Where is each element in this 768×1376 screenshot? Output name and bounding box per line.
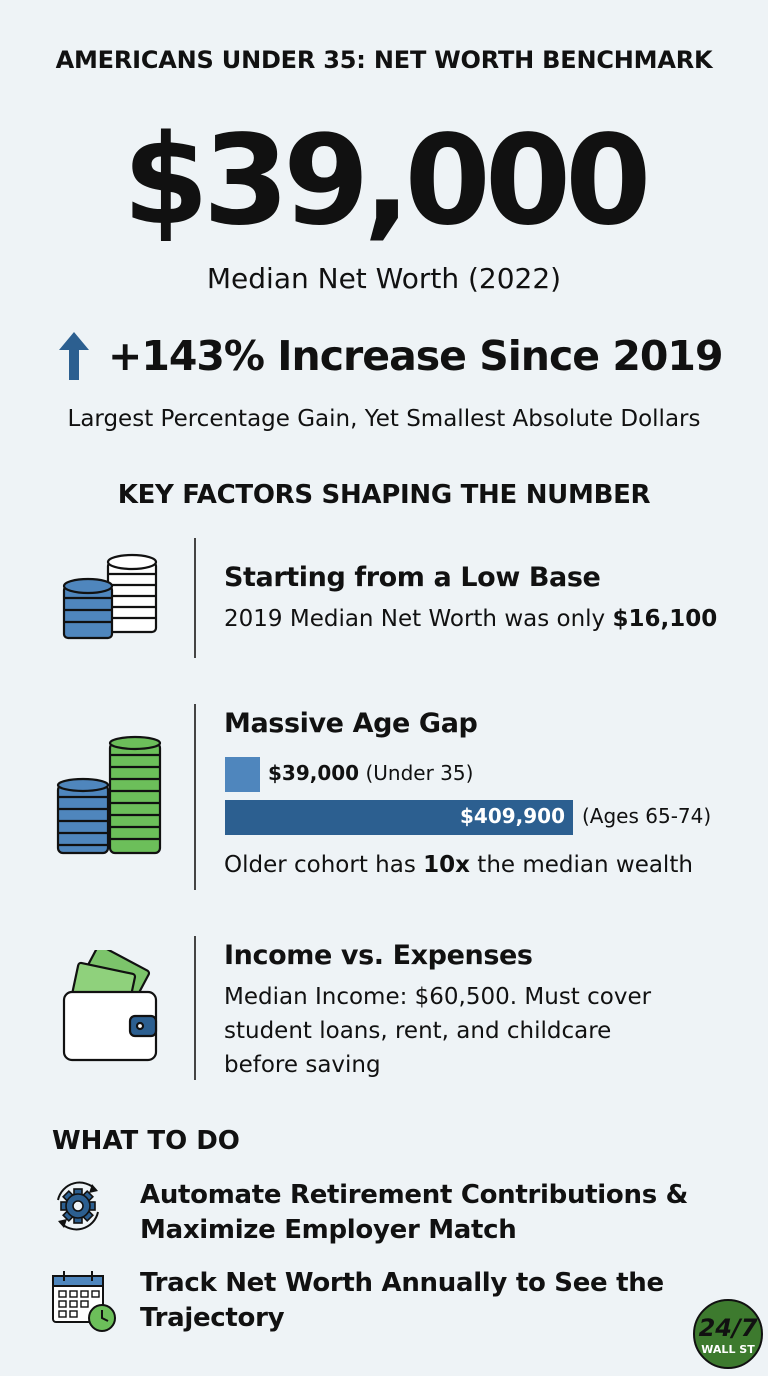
actions-heading: WHAT TO DO bbox=[52, 1126, 240, 1156]
tall-coin-stacks-icon bbox=[56, 735, 162, 855]
age-gap-note: Older cohort has 10x the median wealth bbox=[224, 848, 693, 883]
divider bbox=[194, 936, 196, 1080]
brand-logo: 24/7 WALL ST bbox=[693, 1299, 763, 1369]
logo-subtext: WALL ST bbox=[701, 1343, 755, 1356]
divider bbox=[194, 538, 196, 658]
bar-under-35 bbox=[225, 757, 260, 792]
gear-cycle-icon bbox=[57, 1181, 99, 1231]
income-line-2: student loans, rent, and childcare bbox=[224, 1018, 612, 1044]
bar-ages-65-74-value: $409,900 bbox=[459, 804, 565, 828]
action-automate-line-1: Automate Retirement Contributions & bbox=[140, 1180, 688, 1210]
income-line-1: Median Income: $60,500. Must cover bbox=[224, 984, 652, 1010]
note-suffix: the median wealth bbox=[469, 852, 693, 878]
tagline: Largest Percentage Gain, Yet Smallest Ab… bbox=[67, 406, 701, 432]
factor-title-low-base: Starting from a Low Base bbox=[224, 562, 601, 593]
page-title: AMERICANS UNDER 35: NET WORTH BENCHMARK bbox=[55, 46, 713, 74]
action-automate-line-2: Maximize Employer Match bbox=[140, 1215, 517, 1245]
action-track-line-1: Track Net Worth Annually to See the bbox=[140, 1268, 664, 1298]
increase-row: +143% Increase Since 2019 bbox=[56, 326, 736, 386]
factor-title-income: Income vs. Expenses bbox=[224, 940, 533, 971]
calendar-clock-icon bbox=[52, 1271, 116, 1332]
bar-ages-65-74 bbox=[225, 800, 573, 835]
factor-text-low-base: 2019 Median Net Worth was only $16,100 bbox=[224, 602, 717, 637]
factor-title-age-gap: Massive Age Gap bbox=[224, 708, 478, 739]
hero-value: $39,000 bbox=[122, 109, 652, 253]
divider bbox=[194, 704, 196, 890]
low-base-value: $16,100 bbox=[612, 606, 718, 632]
bar-under-35-caption: (Under 35) bbox=[365, 761, 474, 785]
bar-ages-65-74-caption: (Ages 65-74) bbox=[582, 804, 712, 828]
increase-text: +143% Increase Since 2019 bbox=[108, 332, 723, 380]
bar-under-35-label: $39,000 (Under 35) bbox=[268, 761, 473, 785]
hero-subtitle: Median Net Worth (2022) bbox=[206, 262, 562, 295]
low-base-text: 2019 Median Net Worth was only bbox=[224, 606, 613, 632]
bar-under-35-value: $39,000 bbox=[268, 761, 360, 785]
note-prefix: Older cohort has bbox=[224, 852, 424, 878]
wallet-icon bbox=[62, 950, 158, 1062]
income-line-3: before saving bbox=[224, 1052, 381, 1078]
logo-text: 24/7 bbox=[699, 1314, 758, 1342]
factors-heading: KEY FACTORS SHAPING THE NUMBER bbox=[117, 480, 651, 510]
coin-stacks-icon bbox=[62, 553, 158, 640]
arrow-up-icon bbox=[59, 332, 89, 380]
action-track-line-2: Trajectory bbox=[140, 1303, 285, 1333]
note-bold: 10x bbox=[423, 852, 470, 878]
